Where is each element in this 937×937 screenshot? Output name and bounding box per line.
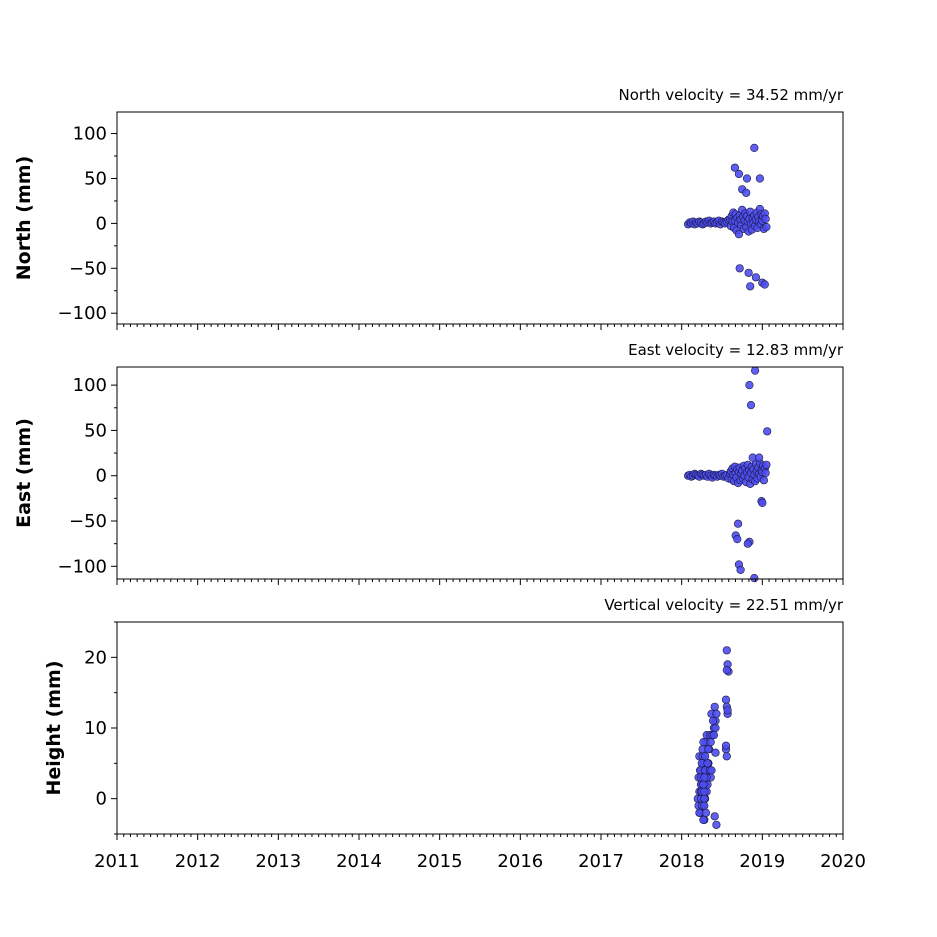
east-data-point [746,401,756,410]
north-y-tick-label: −50 [69,258,107,279]
north-data-point [751,273,761,282]
east-data-point [759,476,769,485]
north-data-point [734,169,744,179]
height-data-point [707,766,716,775]
height-data-point [700,773,709,782]
north-panel: North velocity = 34.52 mm/yr North (mm) … [13,86,844,330]
east-panel: East velocity = 12.83 mm/yr East (mm) 10… [13,341,844,585]
north-y-tick-label: 50 [84,168,107,189]
north-data-point [744,268,753,277]
x-tick-label: 2012 [175,851,221,872]
height-data-point [699,737,708,747]
east-y-tick-label: −100 [58,556,107,577]
x-tick-labels: 2011 2012 2013 2014 2015 2016 2017 2018 2019 2020 [94,851,866,872]
height-data-point [722,665,731,675]
height-data-point [701,808,711,817]
east-data-point [733,519,743,528]
east-data-point [743,539,752,548]
east-y-axis-label: East (mm) [13,418,35,528]
north-data-point [742,174,752,183]
east-data-point [762,460,771,469]
north-data-point [750,143,759,152]
x-tick-label: 2019 [739,851,785,872]
height-panel: Vertical velocity = 22.51 mm/yr Height (… [43,596,844,840]
x-tick-label: 2017 [578,851,624,872]
north-y-tick-label: −100 [58,303,107,324]
x-tick-label: 2016 [497,851,543,872]
north-y-tick-label: 100 [73,124,107,145]
height-data-point [723,706,732,715]
height-data-point [706,737,715,747]
x-tick-label: 2020 [820,851,866,872]
north-data-point [742,188,751,197]
height-data-point [700,801,709,810]
east-data-point [754,453,764,462]
height-data-point [721,741,731,750]
height-data-point [700,787,709,796]
east-data-point [758,498,767,508]
north-data-point [762,222,771,232]
north-data-point [746,282,755,291]
height-y-tick-label: 0 [96,789,107,810]
east-points [683,366,772,583]
height-data-point [711,723,720,733]
north-data-point [730,163,740,172]
x-tick-label: 2013 [255,851,301,872]
height-data-point [699,815,708,825]
east-data-point [763,427,772,436]
height-data-point [722,646,731,655]
east-velocity-title: East velocity = 12.83 mm/yr [628,341,844,359]
height-data-point [700,794,709,803]
east-data-point [736,565,745,575]
x-tick-label: 2011 [94,851,140,872]
height-data-point [712,709,721,719]
height-y-axis-label: Height (mm) [43,660,65,795]
north-data-point [761,214,770,223]
height-data-point [703,759,712,768]
north-data-point [734,230,744,239]
north-data-point [760,280,769,289]
height-y-tick-label: 20 [84,647,107,668]
east-data-point [745,381,754,390]
height-y-tick-label: 10 [84,718,107,739]
east-data-point [733,534,742,544]
height-data-point [722,752,731,761]
x-tick-label: 2018 [659,851,705,872]
east-data-point [750,366,760,375]
height-data-point [721,695,731,704]
height-data-point [708,716,718,726]
east-y-tick-label: 100 [73,375,107,396]
height-data-point [710,702,719,711]
height-data-point [710,812,719,821]
height-data-point [711,748,720,757]
x-tick-label: 2015 [417,851,463,872]
north-points [683,143,771,291]
height-data-point [712,820,721,829]
east-y-tick-label: 0 [96,466,107,487]
east-data-point [761,468,770,478]
height-data-point [700,752,710,761]
height-data-point [704,745,713,754]
north-y-tick-label: 0 [96,213,107,234]
east-y-tick-label: 50 [84,420,107,441]
vertical-velocity-title: Vertical velocity = 22.51 mm/yr [604,596,844,614]
height-points [693,646,733,829]
east-data-point [750,573,759,583]
east-y-tick-label: −50 [69,511,107,532]
north-velocity-title: North velocity = 34.52 mm/yr [619,86,844,104]
height-data-point [699,780,708,789]
north-data-point [755,174,765,183]
north-y-axis-label: North (mm) [13,156,35,281]
x-tick-label: 2014 [336,851,382,872]
height-plot-frame [116,621,844,835]
height-data-point [709,730,719,740]
north-data-point [735,264,744,273]
